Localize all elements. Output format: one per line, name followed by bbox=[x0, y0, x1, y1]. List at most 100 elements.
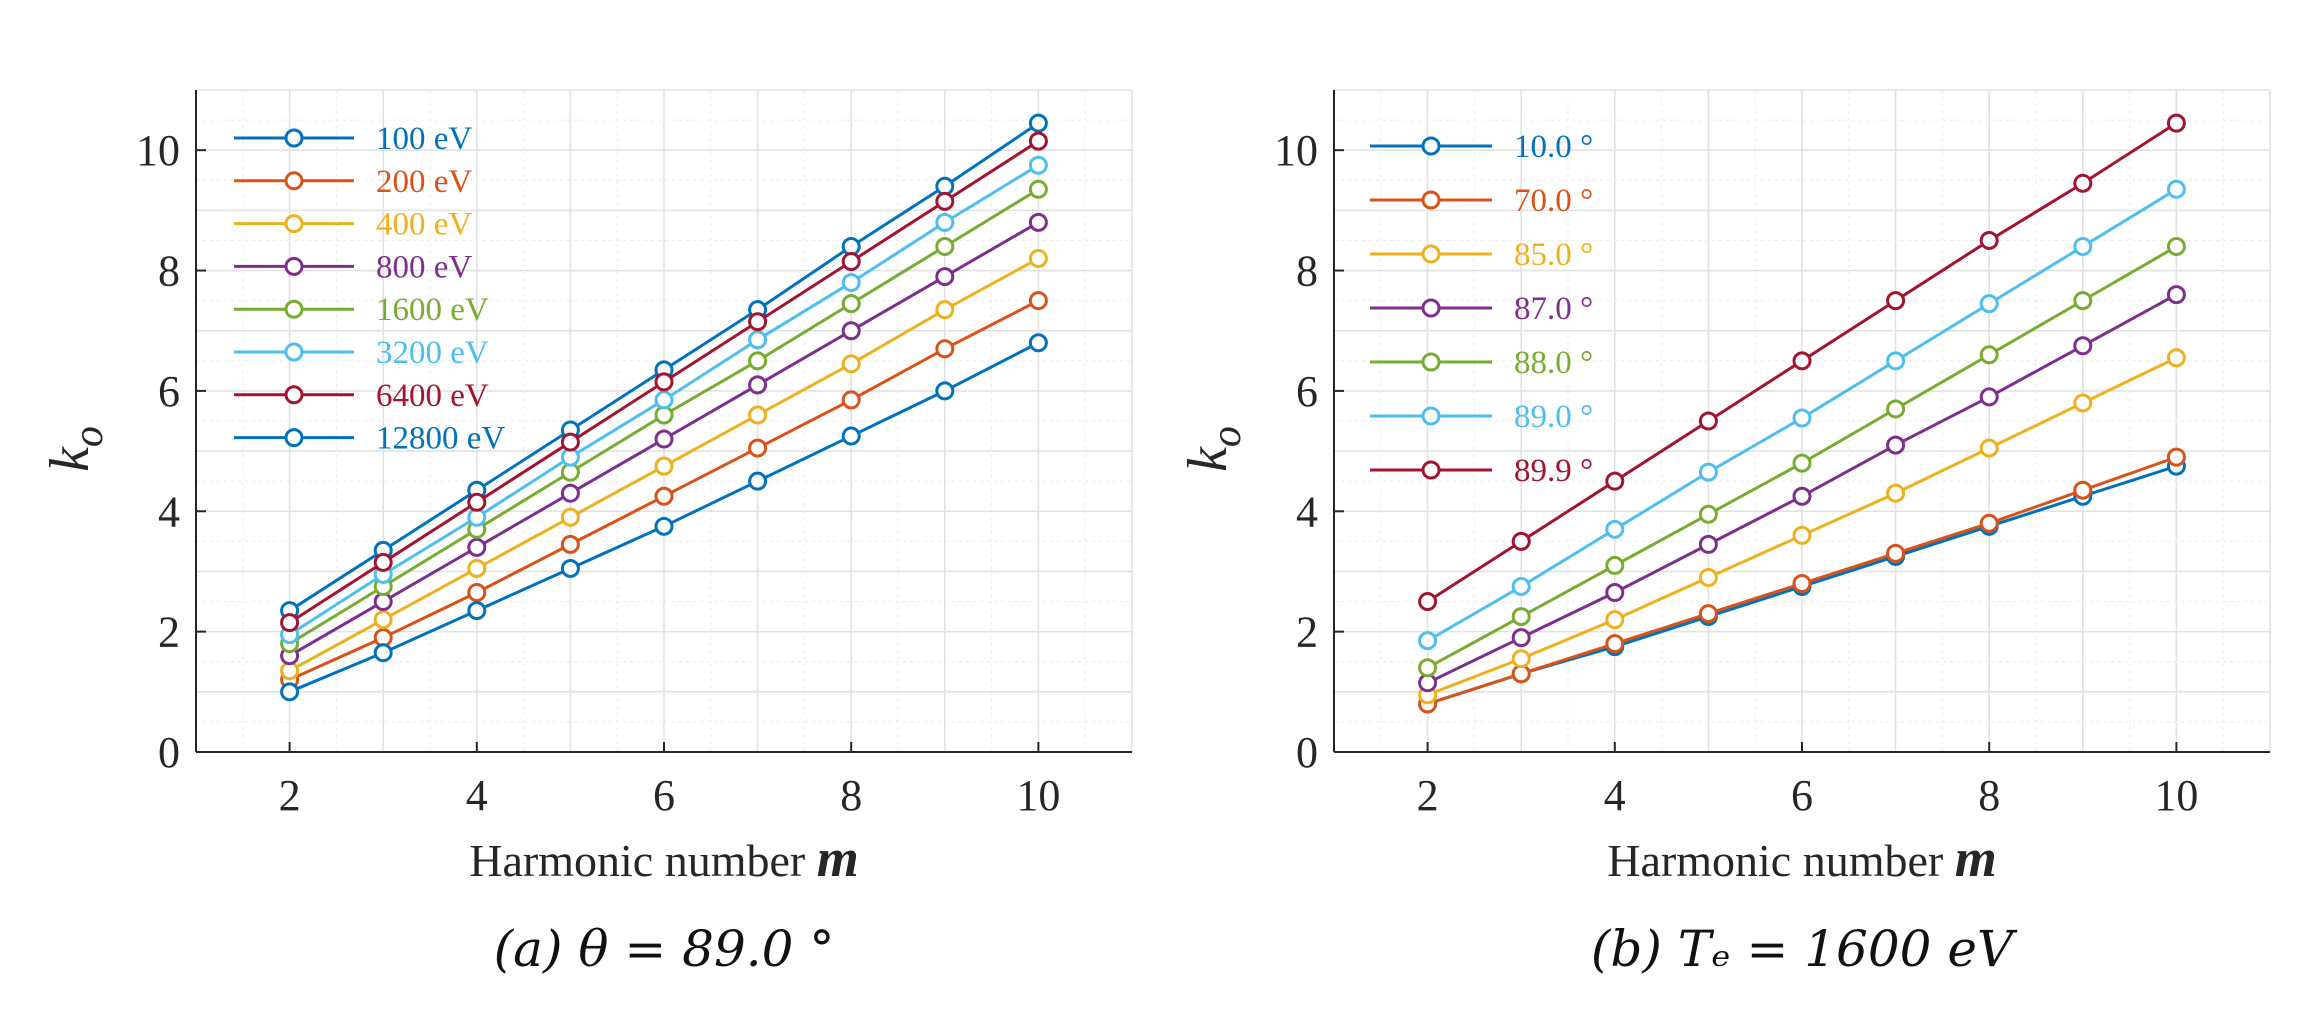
legend-label: 89.9 ° bbox=[1514, 453, 1593, 489]
x-tick-label: 10 bbox=[2154, 771, 2198, 820]
data-point bbox=[1886, 351, 1906, 371]
data-point bbox=[1511, 649, 1531, 669]
data-point bbox=[841, 354, 861, 374]
data-point bbox=[467, 601, 487, 621]
data-point bbox=[654, 429, 674, 449]
series-6 bbox=[280, 131, 1048, 633]
data-point bbox=[1792, 486, 1812, 506]
data-point bbox=[1792, 525, 1812, 545]
data-point bbox=[1886, 291, 1906, 311]
data-point bbox=[467, 492, 487, 512]
data-point bbox=[1698, 604, 1718, 624]
data-point bbox=[1698, 504, 1718, 524]
series-5 bbox=[1418, 179, 2186, 651]
data-point bbox=[1979, 345, 1999, 365]
data-point bbox=[560, 507, 580, 527]
data-point bbox=[1605, 583, 1625, 603]
series-7 bbox=[280, 333, 1048, 702]
legend-label: 1600 eV bbox=[376, 292, 489, 328]
data-point bbox=[2166, 285, 2186, 305]
data-point bbox=[2073, 236, 2093, 256]
data-point bbox=[2166, 113, 2186, 133]
x-tick-label: 2 bbox=[1417, 771, 1439, 820]
legend-label: 10.0 ° bbox=[1514, 129, 1593, 165]
data-point bbox=[1886, 399, 1906, 419]
data-point bbox=[654, 516, 674, 536]
data-point bbox=[1605, 634, 1625, 654]
data-point bbox=[935, 339, 955, 359]
data-point bbox=[1979, 513, 1999, 533]
legend-label: 400 eV bbox=[376, 207, 472, 243]
data-point bbox=[1028, 179, 1048, 199]
x-axis-label: Harmonic number m bbox=[469, 828, 858, 888]
data-point bbox=[560, 483, 580, 503]
data-point bbox=[841, 273, 861, 293]
legend-marker bbox=[284, 171, 304, 191]
legend-marker bbox=[1421, 190, 1441, 210]
x-tick-label: 2 bbox=[279, 771, 301, 820]
series-4 bbox=[1418, 236, 2186, 678]
legend-label: 70.0 ° bbox=[1514, 183, 1593, 219]
data-point bbox=[1792, 408, 1812, 428]
x-tick-label: 6 bbox=[1791, 771, 1813, 820]
data-point bbox=[467, 583, 487, 603]
data-point bbox=[1511, 577, 1531, 596]
data-point bbox=[560, 534, 580, 554]
legend-marker bbox=[284, 128, 304, 148]
data-point bbox=[1886, 543, 1906, 563]
data-point bbox=[2166, 447, 2186, 467]
legend-label: 800 eV bbox=[376, 249, 472, 285]
data-point bbox=[373, 552, 393, 572]
y-tick-label: 8 bbox=[158, 247, 180, 296]
x-tick-label: 4 bbox=[1604, 771, 1626, 820]
data-point bbox=[1511, 628, 1531, 648]
legend-marker bbox=[284, 385, 304, 405]
data-point bbox=[2073, 173, 2093, 193]
data-point bbox=[748, 312, 768, 332]
data-point bbox=[1605, 555, 1625, 575]
data-point bbox=[748, 405, 768, 425]
data-point bbox=[841, 294, 861, 314]
data-point bbox=[560, 558, 580, 578]
data-point bbox=[1792, 351, 1812, 371]
y-tick-label: 0 bbox=[158, 728, 180, 777]
data-point bbox=[1979, 387, 1999, 407]
chart-caption: (b) Tₑ = 1600 eV bbox=[1591, 920, 2018, 978]
chart-b: 2 4 6 8 10 0 2 4 6 8 10 Harmonic number m ko 10.0 ° 70… bbox=[1177, 89, 2271, 978]
data-point bbox=[2073, 291, 2093, 311]
data-point bbox=[935, 212, 955, 232]
legend-marker bbox=[1421, 244, 1441, 264]
y-tick-label: 2 bbox=[158, 608, 180, 657]
data-point bbox=[841, 252, 861, 272]
legend-label: 85.0 ° bbox=[1514, 237, 1593, 273]
legend-marker bbox=[284, 428, 304, 448]
legend-marker bbox=[284, 214, 304, 234]
legend-label: 100 eV bbox=[376, 121, 472, 157]
data-point bbox=[1698, 411, 1718, 431]
legend-label: 89.0 ° bbox=[1514, 399, 1593, 435]
data-point bbox=[1511, 607, 1531, 627]
data-point bbox=[1605, 610, 1625, 630]
data-point bbox=[748, 330, 768, 350]
legend-marker bbox=[284, 342, 304, 362]
data-point bbox=[1418, 631, 1438, 651]
data-point bbox=[1418, 592, 1438, 612]
data-point bbox=[280, 682, 300, 702]
legend-marker bbox=[1421, 298, 1441, 318]
legend-marker bbox=[1421, 352, 1441, 372]
y-tick-label: 8 bbox=[1296, 247, 1318, 296]
y-tick-label: 4 bbox=[158, 487, 180, 536]
data-point bbox=[1511, 531, 1531, 551]
y-axis-label: ko bbox=[1177, 426, 1250, 472]
legend-label: 88.0 ° bbox=[1514, 345, 1593, 381]
data-point bbox=[935, 381, 955, 401]
y-tick-label: 6 bbox=[158, 367, 180, 416]
data-point bbox=[1979, 438, 1999, 458]
data-point bbox=[654, 390, 674, 410]
data-point bbox=[1028, 291, 1048, 311]
data-point bbox=[1698, 462, 1718, 482]
data-point bbox=[935, 267, 955, 287]
legend-label: 87.0 ° bbox=[1514, 291, 1593, 327]
y-tick-label: 2 bbox=[1296, 608, 1318, 657]
